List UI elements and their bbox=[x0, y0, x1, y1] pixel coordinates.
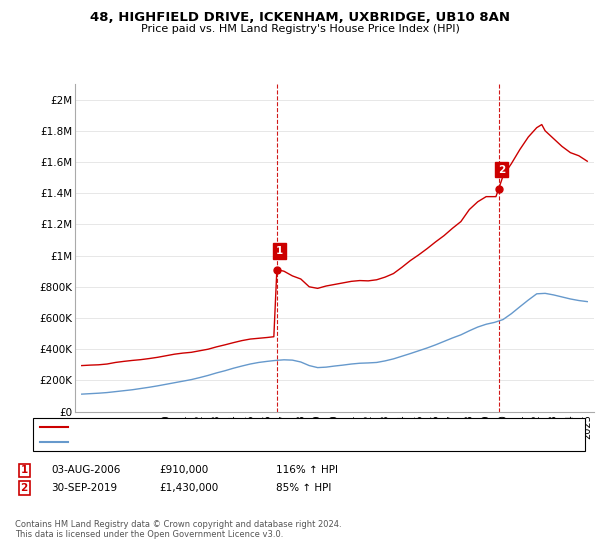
Text: £910,000: £910,000 bbox=[159, 465, 208, 475]
Text: Price paid vs. HM Land Registry's House Price Index (HPI): Price paid vs. HM Land Registry's House … bbox=[140, 24, 460, 34]
Text: Contains HM Land Registry data © Crown copyright and database right 2024.
This d: Contains HM Land Registry data © Crown c… bbox=[15, 520, 341, 539]
Text: 1: 1 bbox=[276, 246, 283, 256]
Text: 48, HIGHFIELD DRIVE, ICKENHAM, UXBRIDGE, UB10 8AN: 48, HIGHFIELD DRIVE, ICKENHAM, UXBRIDGE,… bbox=[90, 11, 510, 24]
Text: 30-SEP-2019: 30-SEP-2019 bbox=[51, 483, 117, 493]
Text: 116% ↑ HPI: 116% ↑ HPI bbox=[276, 465, 338, 475]
Text: 1: 1 bbox=[20, 465, 28, 475]
Text: £1,430,000: £1,430,000 bbox=[159, 483, 218, 493]
Text: 2: 2 bbox=[497, 165, 505, 175]
Text: 2: 2 bbox=[20, 483, 28, 493]
Text: 85% ↑ HPI: 85% ↑ HPI bbox=[276, 483, 331, 493]
Text: HPI: Average price, detached house, Hillingdon: HPI: Average price, detached house, Hill… bbox=[73, 437, 307, 447]
Text: 48, HIGHFIELD DRIVE, ICKENHAM, UXBRIDGE, UB10 8AN (detached house): 48, HIGHFIELD DRIVE, ICKENHAM, UXBRIDGE,… bbox=[73, 422, 445, 432]
Text: 03-AUG-2006: 03-AUG-2006 bbox=[51, 465, 121, 475]
